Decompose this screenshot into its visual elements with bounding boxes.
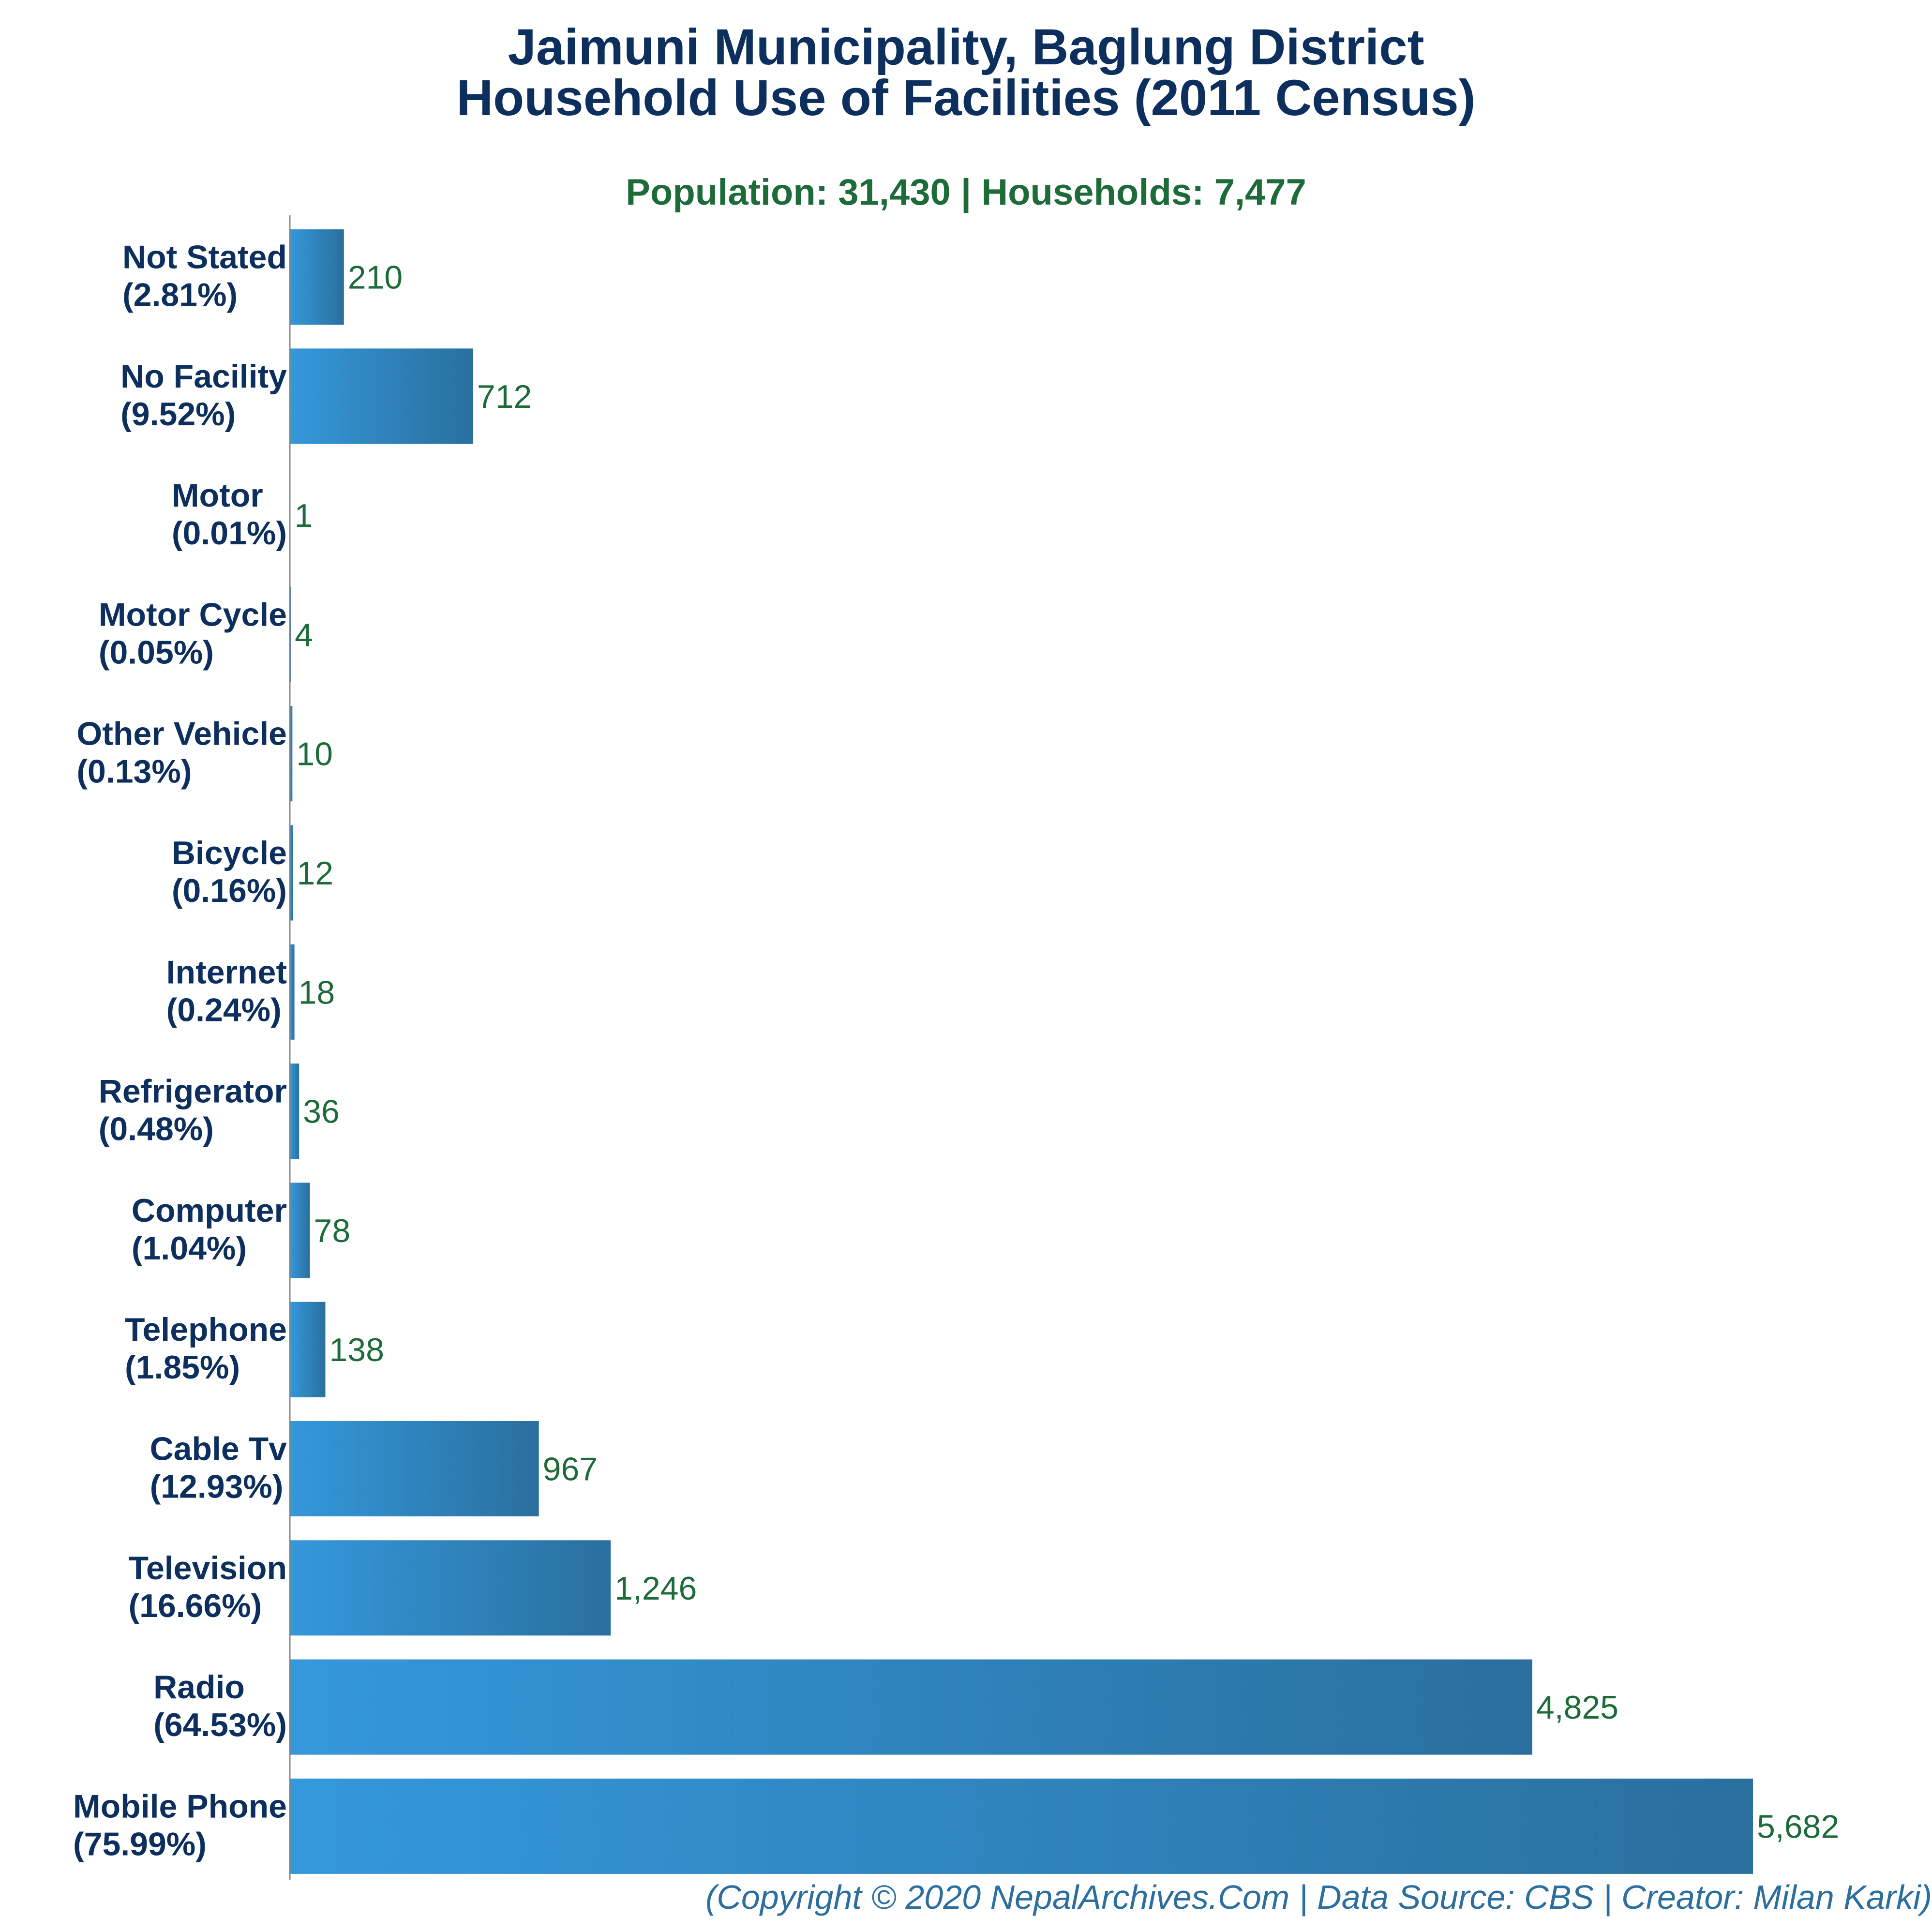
category-percent-label: (0.24%)	[166, 991, 282, 1028]
category-percent-label: (1.85%)	[125, 1349, 240, 1386]
chart-title-line-2: Household Use of Facilities (2011 Census…	[456, 70, 1476, 126]
chart-subtitle: Population: 31,430 | Households: 7,477	[626, 172, 1306, 213]
value-label: 78	[314, 1213, 351, 1249]
category-label: Motor	[172, 477, 263, 514]
bar-radio	[290, 1659, 1532, 1755]
value-label: 4,825	[1536, 1689, 1618, 1726]
category-label: Television	[128, 1550, 287, 1587]
bars-layer	[290, 229, 1753, 1874]
bar-other-vehicle	[290, 706, 293, 802]
bar-television	[290, 1540, 611, 1636]
value-label: 967	[543, 1451, 598, 1488]
category-percent-label: (0.05%)	[99, 634, 214, 671]
bar-bicycle	[290, 825, 293, 921]
category-percent-label: (0.16%)	[172, 872, 287, 909]
bar-no-facility	[290, 348, 473, 444]
category-percent-label: (12.93%)	[150, 1468, 284, 1505]
value-label: 12	[297, 855, 333, 892]
category-label: Other Vehicle	[76, 716, 287, 752]
category-label: Mobile Phone	[73, 1788, 287, 1825]
bar-internet	[290, 944, 295, 1040]
category-label: Bicycle	[172, 835, 287, 871]
category-percent-label: (1.04%)	[132, 1230, 247, 1267]
category-percent-label: (0.01%)	[172, 515, 287, 552]
category-label: Motor Cycle	[99, 596, 287, 633]
bar-mobile-phone	[290, 1778, 1753, 1874]
category-label: Radio	[153, 1669, 245, 1706]
bar-refrigerator	[290, 1063, 300, 1159]
category-label: Not Stated	[122, 239, 287, 276]
category-percent-label: (9.52%)	[120, 396, 236, 433]
value-label: 1	[295, 497, 313, 534]
bar-telephone	[290, 1302, 326, 1397]
category-label: Internet	[166, 954, 287, 990]
value-label: 712	[477, 378, 532, 415]
chart-title-line-1: Jaimuni Municipality, Baglung District	[508, 19, 1424, 75]
category-percent-label: (16.66%)	[128, 1588, 262, 1624]
value-label: 10	[296, 736, 333, 773]
category-label: Telephone	[125, 1311, 287, 1348]
value-label: 4	[295, 616, 313, 653]
bar-computer	[290, 1183, 310, 1278]
value-label: 18	[299, 974, 335, 1011]
copyright-footer: (Copyright © 2020 NepalArchives.Com | Da…	[705, 1878, 1932, 1916]
category-label: Computer	[132, 1192, 287, 1229]
labels-layer: 210 Not Stated(2.81%) 712 No Facility(9.52%…	[73, 239, 1839, 1863]
category-percent-label: (64.53%)	[153, 1707, 287, 1743]
category-percent-label: (2.81%)	[122, 277, 238, 314]
category-label: Cable Tv	[150, 1431, 287, 1468]
value-label: 36	[303, 1093, 340, 1130]
value-label: 210	[348, 259, 403, 296]
bar-not-stated	[290, 229, 344, 325]
category-percent-label: (0.13%)	[76, 753, 192, 790]
value-label: 1,246	[614, 1570, 697, 1607]
value-label: 138	[329, 1332, 384, 1368]
category-percent-label: (0.48%)	[99, 1111, 214, 1148]
bar-cable-tv	[290, 1421, 539, 1516]
category-percent-label: (75.99%)	[73, 1826, 207, 1862]
category-label: No Facility	[120, 358, 287, 395]
category-label: Refrigerator	[99, 1073, 287, 1110]
value-label: 5,682	[1757, 1808, 1839, 1845]
